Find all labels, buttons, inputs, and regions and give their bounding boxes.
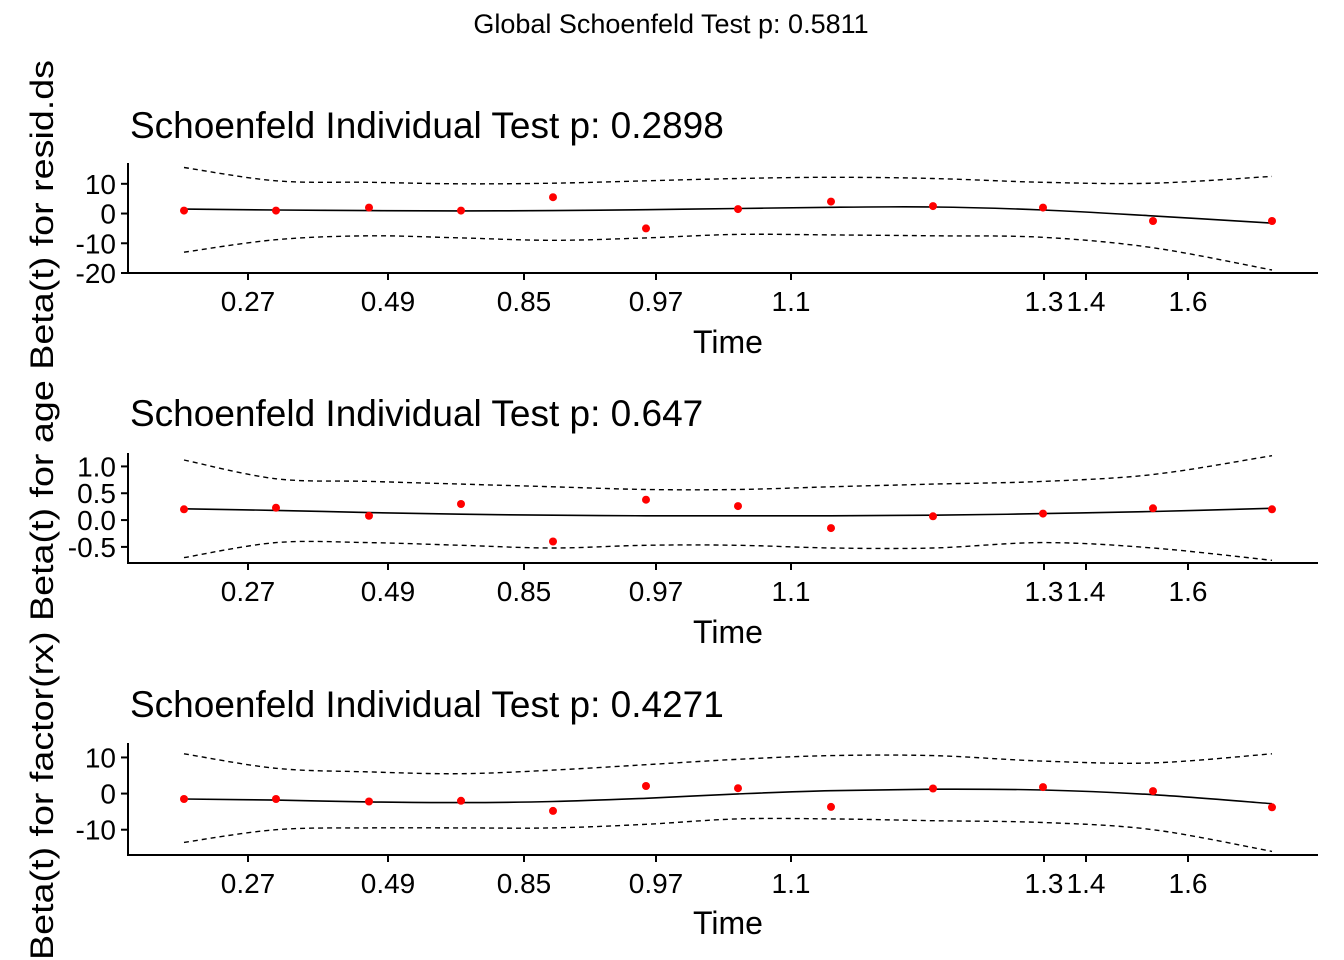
global-title: Global Schoenfeld Test p: 0.5811 (473, 9, 868, 39)
data-point (272, 795, 280, 803)
data-point (365, 203, 373, 212)
y-tick-label: -10 (76, 815, 116, 846)
fit-line (183, 788, 1273, 805)
lower-band-line (183, 817, 1273, 853)
data-point (734, 205, 742, 214)
y-tick-label: 0 (100, 779, 116, 810)
data-point (929, 512, 937, 521)
x-tick-label: 0.27 (221, 286, 276, 317)
data-point (1039, 509, 1047, 518)
x-tick-label: 1.4 (1067, 286, 1106, 317)
data-point (929, 784, 937, 793)
data-point (734, 784, 742, 793)
data-point (1039, 203, 1047, 212)
x-tick-label: 1.4 (1067, 576, 1106, 607)
upper-band-line (183, 166, 1273, 185)
data-point (365, 511, 373, 520)
y-tick-label: 0.5 (77, 478, 116, 509)
data-point (180, 206, 188, 215)
x-tick-label: 1.6 (1169, 286, 1208, 317)
data-point (642, 495, 650, 504)
data-point (180, 795, 188, 803)
y-tick-label: -20 (76, 258, 116, 289)
y-tick-label: 10 (85, 742, 116, 773)
fit-line (183, 206, 1273, 224)
x-tick-label: 0.49 (361, 286, 416, 317)
data-point (272, 503, 280, 512)
data-point (929, 202, 937, 211)
data-point (827, 524, 835, 533)
x-tick-label: 1.1 (772, 576, 811, 607)
fit-line (183, 507, 1273, 517)
y-tick-label: 0.0 (77, 505, 116, 536)
panel-title: Schoenfeld Individual Test p: 0.4271 (130, 684, 724, 725)
data-point (1268, 217, 1276, 225)
y-axis-label: Beta(t) for factor(rx) Beta(t) for age B… (24, 60, 60, 960)
x-tick-label: 1.3 (1025, 868, 1064, 899)
data-point (457, 796, 465, 805)
x-tick-label: 0.49 (361, 868, 416, 899)
x-tick-label: 1.1 (772, 868, 811, 899)
x-tick-label: 1.6 (1169, 868, 1208, 899)
data-point (457, 206, 465, 215)
panel-title: Schoenfeld Individual Test p: 0.2898 (130, 105, 724, 146)
x-tick-label: 0.97 (629, 868, 684, 899)
x-tick-label: 0.85 (497, 868, 552, 899)
data-point (642, 224, 650, 233)
data-point (1149, 504, 1157, 513)
data-point (365, 797, 373, 806)
data-point (549, 537, 557, 546)
y-tick-label: 10 (85, 169, 116, 200)
x-axis-label: Time (693, 905, 763, 941)
panel-title: Schoenfeld Individual Test p: 0.647 (130, 393, 703, 434)
x-axis-label: Time (693, 614, 763, 650)
x-tick-label: 0.97 (629, 576, 684, 607)
upper-band-line (183, 455, 1273, 491)
data-point (1149, 787, 1157, 796)
y-tick-label: 1.0 (77, 451, 116, 482)
data-point (642, 782, 650, 790)
x-tick-label: 0.27 (221, 868, 276, 899)
upper-band-line (183, 753, 1273, 775)
x-tick-label: 0.27 (221, 576, 276, 607)
x-tick-label: 0.49 (361, 576, 416, 607)
panel-1: Schoenfeld Individual Test p: 0.2898100-… (76, 105, 1318, 360)
data-point (1149, 217, 1157, 225)
x-tick-label: 1.3 (1025, 286, 1064, 317)
y-tick-label: 0 (100, 199, 116, 230)
x-axis-label: Time (693, 324, 763, 360)
y-tick-label: -0.5 (68, 532, 116, 563)
x-tick-label: 1.4 (1067, 868, 1106, 899)
data-point (827, 802, 835, 811)
x-tick-label: 1.3 (1025, 576, 1064, 607)
data-point (827, 197, 835, 206)
y-tick-label: -10 (76, 228, 116, 259)
data-point (1039, 783, 1047, 792)
data-point (180, 505, 188, 514)
x-tick-label: 1.6 (1169, 576, 1208, 607)
data-point (1268, 803, 1276, 812)
data-point (272, 206, 280, 215)
x-tick-label: 1.1 (772, 286, 811, 317)
data-point (549, 806, 557, 815)
panel-3: Schoenfeld Individual Test p: 0.4271 10 0 -… (76, 684, 1318, 941)
data-point (734, 502, 742, 511)
x-tick-label: 0.85 (497, 286, 552, 317)
x-tick-label: 0.97 (629, 286, 684, 317)
panel-2: Schoenfeld Individual Test p: 0.6471.00.… (68, 393, 1318, 650)
lower-band-line (183, 540, 1273, 561)
lower-band-line (183, 233, 1273, 271)
data-point (457, 500, 465, 508)
data-point (1268, 505, 1276, 514)
x-tick-label: 0.85 (497, 576, 552, 607)
data-point (549, 193, 557, 202)
